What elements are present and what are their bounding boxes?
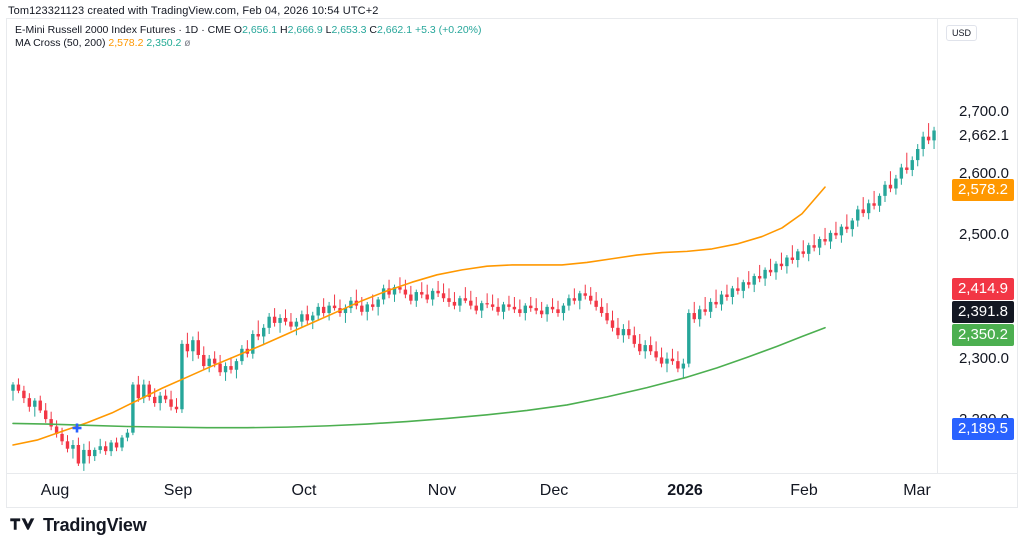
attribution-text: Tom123321123 created with TradingView.co… bbox=[8, 5, 379, 17]
tradingview-wordmark: TradingView bbox=[43, 515, 147, 535]
time-tick: Oct bbox=[291, 482, 317, 499]
currency-chip[interactable]: USD bbox=[946, 25, 978, 41]
golden-cross-marker bbox=[72, 423, 82, 433]
price-axis[interactable]: USD 2,700.0 2,662.1 2,600.0 2,500.0 2,300.0 2… bbox=[937, 19, 1017, 490]
candles-group bbox=[11, 123, 936, 471]
footer-branding: TradingView bbox=[10, 515, 147, 535]
last-price-badge[interactable]: 2,391.8 bbox=[951, 301, 1014, 323]
time-axis[interactable]: Aug Sep Oct Nov Dec 2026 Feb Mar bbox=[6, 474, 1018, 508]
price-tick: 2,300.0 bbox=[958, 350, 1009, 367]
ma-line bbox=[12, 186, 826, 446]
time-tick: Feb bbox=[790, 482, 818, 499]
time-tick: Nov bbox=[427, 482, 457, 499]
time-tick: Aug bbox=[40, 482, 70, 499]
price-tick: 2,500.0 bbox=[958, 226, 1009, 243]
tradingview-logo-icon bbox=[10, 517, 35, 530]
price-tick: 2,700.0 bbox=[958, 103, 1009, 120]
chart-pane[interactable]: E-Mini Russell 2000 Index Futures · 1D ·… bbox=[6, 18, 1018, 490]
high-price-badge[interactable]: 2,414.9 bbox=[951, 278, 1014, 300]
time-tick: Dec bbox=[539, 482, 569, 499]
price-tick: 2,600.0 bbox=[958, 165, 1009, 182]
ma-line bbox=[12, 326, 826, 429]
plot-area[interactable] bbox=[7, 19, 937, 473]
price-tick: 2,662.1 bbox=[958, 127, 1009, 144]
time-tick: Mar bbox=[903, 482, 931, 499]
candlestick-plot bbox=[11, 123, 936, 471]
cross-price-badge[interactable]: 2,189.5 bbox=[951, 418, 1014, 440]
time-tick: 2026 bbox=[667, 482, 703, 499]
time-tick: Sep bbox=[163, 482, 193, 499]
ma200-price-badge[interactable]: 2,350.2 bbox=[951, 324, 1014, 346]
ma50-price-badge[interactable]: 2,578.2 bbox=[951, 179, 1014, 201]
